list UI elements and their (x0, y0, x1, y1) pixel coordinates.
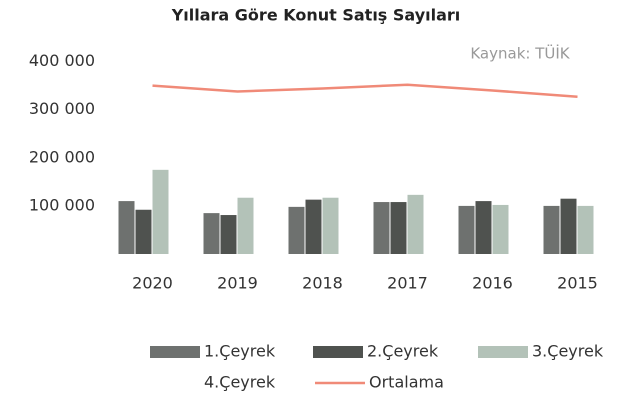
legend-swatch (313, 346, 363, 358)
legend-swatch (150, 377, 200, 389)
bar (373, 202, 390, 254)
bar (492, 204, 509, 254)
bar (458, 205, 475, 254)
bar (543, 205, 560, 254)
bar (390, 202, 407, 254)
bar (560, 198, 577, 254)
bar (475, 201, 492, 254)
y-tick-label: 400 000 (29, 51, 95, 70)
legend-swatch (150, 346, 200, 358)
legend-label: 1.Çeyrek (204, 342, 276, 361)
chart-title: Yıllara Göre Konut Satış Sayıları (171, 6, 461, 25)
legend-label: 3.Çeyrek (532, 342, 604, 361)
bar (322, 197, 339, 254)
annotation: Kaynak: TÜİK (470, 44, 570, 63)
y-tick-label: 300 000 (29, 99, 95, 118)
y-tick-label: 200 000 (29, 147, 95, 166)
bar (152, 169, 169, 254)
legend-swatch (478, 346, 528, 358)
legend-label: 4.Çeyrek (204, 373, 276, 392)
x-tick-label: 2016 (472, 274, 513, 293)
bar (577, 205, 594, 254)
bar (135, 209, 152, 254)
y-tick-label: 100 000 (29, 195, 95, 214)
x-tick-label: 2015 (557, 274, 598, 293)
bar (305, 199, 322, 254)
bar (203, 213, 220, 254)
line (152, 83, 578, 98)
x-tick-label: 2018 (302, 274, 343, 293)
bar (407, 194, 424, 254)
x-tick-label: 2020 (132, 274, 173, 293)
legend-label: 2.Çeyrek (367, 342, 439, 361)
bar (237, 197, 254, 254)
x-tick-label: 2019 (217, 274, 258, 293)
bar (220, 215, 237, 254)
bar (118, 201, 135, 254)
bar (288, 206, 305, 254)
legend-label: Ortalama (369, 373, 444, 392)
x-tick-label: 2017 (387, 274, 428, 293)
